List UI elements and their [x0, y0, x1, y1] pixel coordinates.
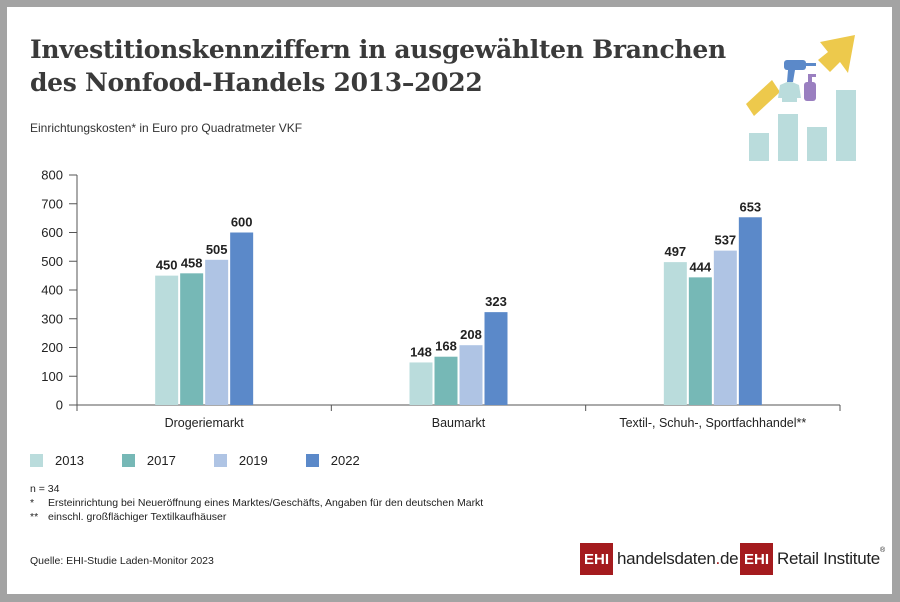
illustration-bar-3	[807, 127, 827, 161]
illustration-bar-2	[778, 114, 798, 161]
logo-box: EHI	[580, 543, 614, 575]
chart-subtitle: Einrichtungskosten* in Euro pro Quadratm…	[30, 121, 303, 135]
legend-item-2019: 2019	[213, 453, 268, 468]
soap-bottle-icon	[804, 74, 816, 101]
footnote-2-mark: **	[30, 511, 39, 523]
legend-label: 2019	[238, 453, 268, 468]
bar-2013	[663, 262, 687, 405]
data-label: 600	[231, 215, 253, 230]
arrow-tail-icon	[746, 80, 780, 116]
legend: 2013 2017 2019 2022	[30, 453, 398, 468]
drill-icon	[784, 60, 816, 82]
legend-item-2022: 2022	[305, 453, 360, 468]
source-note: Quelle: EHI-Studie Laden-Monitor 2023	[30, 555, 214, 567]
legend-swatch-2013	[30, 454, 43, 467]
title-line-1: Investitionskennziffern in ausgewählten …	[30, 35, 726, 64]
data-label: 458	[181, 255, 203, 270]
logo-text: handelsdaten.de	[617, 549, 739, 569]
y-tick-label: 300	[41, 311, 63, 326]
logo-name: handelsdaten	[617, 549, 716, 568]
registered-mark: ®	[879, 547, 885, 554]
data-label: 208	[460, 327, 482, 342]
legend-label: 2022	[330, 453, 360, 468]
y-tick-label: 0	[56, 398, 63, 413]
y-tick-label: 100	[41, 369, 63, 384]
sample-size: n = 34	[30, 483, 60, 495]
y-tick-label: 700	[41, 196, 63, 211]
bar-2013	[409, 362, 433, 405]
bar-2013	[155, 275, 179, 405]
logo-tld: de	[719, 549, 739, 568]
bar-2017	[180, 273, 204, 405]
footnote-1: * Ersteinrichtung bei Neueröffnung eines…	[30, 496, 483, 510]
bar-2022	[230, 232, 254, 405]
x-category-label: Drogeriemarkt	[165, 416, 245, 430]
bar-2022	[738, 217, 762, 405]
data-label: 444	[689, 259, 711, 274]
legend-item-2017: 2017	[121, 453, 176, 468]
y-tick-label: 200	[41, 340, 63, 355]
bar-2022	[484, 312, 508, 405]
chart-title: Investitionskennziffern in ausgewählten …	[30, 33, 726, 99]
footnotes: n = 34 * Ersteinrichtung bei Neueröffnun…	[30, 482, 483, 524]
illustration-bar-1	[749, 133, 769, 161]
data-label: 537	[714, 233, 736, 248]
legend-swatch-2017	[121, 454, 135, 467]
x-category-label: Textil-, Schuh-, Sportfachhandel**	[619, 416, 806, 430]
arrow-head-icon	[818, 35, 855, 73]
data-label: 148	[410, 344, 432, 359]
footnote-1-mark: *	[30, 497, 35, 509]
legend-label: 2017	[146, 453, 176, 468]
data-label: 168	[435, 339, 457, 354]
data-label: 450	[156, 258, 178, 273]
illustration-bar-4	[836, 90, 856, 161]
shirt-icon	[778, 82, 801, 102]
logo-box: EHI	[740, 543, 774, 575]
logo-retail-institute: EHI Retail Institute®	[740, 543, 885, 575]
y-tick-label: 800	[41, 168, 63, 183]
logo-dot: .	[715, 549, 721, 568]
footnote-2: ** einschl. großflächiger Textilkaufhäus…	[30, 510, 483, 524]
bar-2017	[434, 356, 458, 405]
data-label: 505	[206, 242, 228, 257]
bar-2019	[713, 250, 737, 405]
logo-text: Retail Institute®	[777, 547, 885, 569]
logo-name: Retail Institute	[777, 549, 880, 568]
growth-chart-with-products-icon	[746, 35, 856, 161]
data-label: 653	[739, 199, 761, 214]
title-line-2: des Nonfood-Handels 2013–2022	[30, 68, 483, 97]
legend-swatch-2022	[305, 454, 319, 467]
data-label: 497	[664, 244, 686, 259]
logo-handelsdaten: EHI handelsdaten.de	[580, 543, 739, 575]
y-tick-label: 400	[41, 283, 63, 298]
legend-label: 2013	[55, 453, 84, 468]
data-label: 323	[485, 294, 507, 309]
bar-2019	[459, 345, 483, 405]
y-tick-label: 600	[41, 225, 63, 240]
x-category-label: Baumarkt	[432, 416, 486, 430]
legend-item-2013: 2013	[30, 453, 84, 468]
y-tick-label: 500	[41, 254, 63, 269]
legend-swatch-2019	[213, 454, 227, 467]
footnote-2-text: einschl. großflächiger Textilkaufhäuser	[48, 511, 227, 523]
bar-2019	[205, 259, 229, 405]
bar-2017	[688, 277, 712, 405]
footnote-1-text: Ersteinrichtung bei Neueröffnung eines M…	[48, 497, 484, 509]
